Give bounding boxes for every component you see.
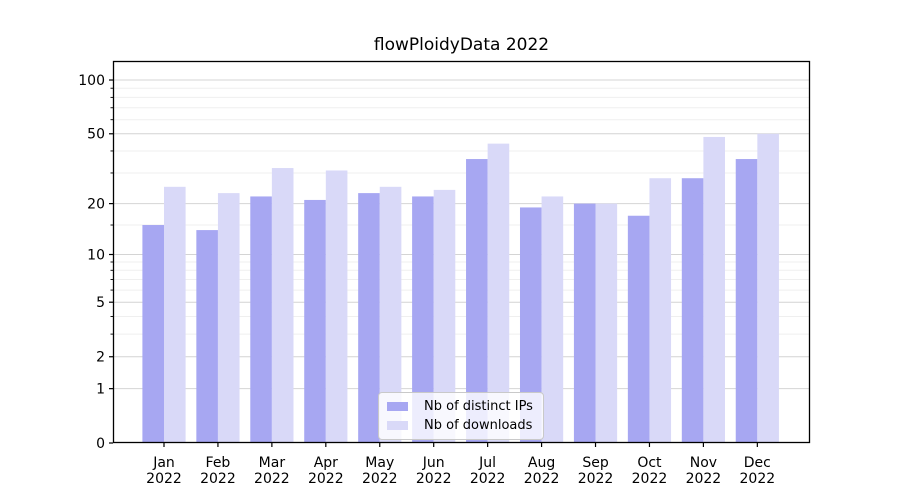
bar-distinct-ips-nov — [681, 178, 704, 443]
bar-downloads-jun — [433, 189, 456, 443]
x-tick-label: Nov 2022 — [686, 455, 722, 487]
y-tick-label: 10 — [87, 247, 105, 263]
x-tick-label: Oct 2022 — [632, 455, 668, 487]
bar-distinct-ips-oct — [627, 215, 650, 443]
legend-swatch-distinct-ips — [387, 402, 408, 411]
bar-downloads-feb — [217, 193, 240, 443]
x-tick-label: Jun 2022 — [416, 455, 452, 487]
bar-distinct-ips-mar — [250, 196, 272, 443]
legend-item-distinct-ips: Nb of distinct IPs — [387, 399, 533, 414]
x-tick-label: Dec 2022 — [740, 455, 776, 487]
x-axis-ticks: Jan 2022 Feb 2022 Mar 2022 Apr 2022 May 2022 Jun 20… — [146, 443, 775, 487]
bar-downloads-may — [379, 186, 402, 443]
bar-distinct-ips-may — [358, 193, 380, 443]
bar-distinct-ips-feb — [196, 230, 218, 443]
x-tick-label: Mar 2022 — [254, 455, 290, 487]
bar-downloads-nov — [703, 136, 725, 443]
y-tick-label: 20 — [87, 196, 105, 212]
bar-downloads-jul — [487, 143, 510, 443]
bar-downloads-dec — [757, 133, 779, 443]
bar-distinct-ips-sep — [573, 203, 596, 443]
legend-item-downloads: Nb of downloads — [387, 418, 533, 433]
plot-spines — [112, 60, 811, 444]
bar-distinct-ips-jan — [142, 225, 164, 443]
bar-distinct-ips-aug — [519, 207, 542, 443]
y-tick-label: 1 — [96, 382, 105, 398]
bar-distinct-ips-apr — [304, 199, 326, 443]
x-tick-label: Aug 2022 — [524, 455, 560, 487]
bar-downloads-oct — [649, 178, 672, 443]
bar-downloads-mar — [271, 168, 294, 444]
legend-swatch-downloads — [387, 421, 408, 430]
y-tick-label: 2 — [96, 350, 105, 366]
chart-title: flowPloidyData 2022 — [373, 35, 550, 55]
bar-distinct-ips-jun — [412, 196, 434, 443]
bar-downloads-apr — [325, 170, 348, 443]
bar-distinct-ips-jul — [466, 159, 488, 443]
bar-downloads-aug — [541, 196, 564, 443]
y-tick-label: 0 — [96, 436, 105, 452]
y-tick-label: 100 — [78, 73, 105, 89]
y-tick-label: 50 — [87, 127, 105, 143]
legend-label-downloads: Nb of downloads — [424, 418, 533, 433]
x-tick-label: Sep 2022 — [578, 455, 614, 487]
legend-label-distinct-ips: Nb of distinct IPs — [424, 399, 533, 414]
plot-area: 0 1 2 5 10 20 50 100 Jan 2022 Feb 2022 Mar 2022 Apr 202… — [78, 60, 811, 487]
bar-distinct-ips-dec — [735, 159, 758, 443]
y-tick-label: 5 — [96, 295, 105, 311]
y-axis-ticks: 0 1 2 5 10 20 50 100 — [78, 73, 113, 452]
x-tick-label: Jan 2022 — [146, 455, 182, 487]
x-tick-label: Feb 2022 — [200, 455, 236, 487]
bar-downloads-sep — [595, 203, 618, 443]
legend: Nb of distinct IPs Nb of downloads — [378, 392, 544, 440]
bar-downloads-jan — [164, 186, 186, 443]
x-tick-label: Apr 2022 — [308, 455, 344, 487]
x-tick-label: May 2022 — [362, 455, 398, 487]
x-tick-label: Jul 2022 — [470, 455, 506, 487]
chart-canvas: 0 1 2 5 10 20 50 100 Jan 2022 Feb 2022 Mar 2022 Apr 202… — [78, 60, 811, 487]
bars — [142, 133, 779, 444]
